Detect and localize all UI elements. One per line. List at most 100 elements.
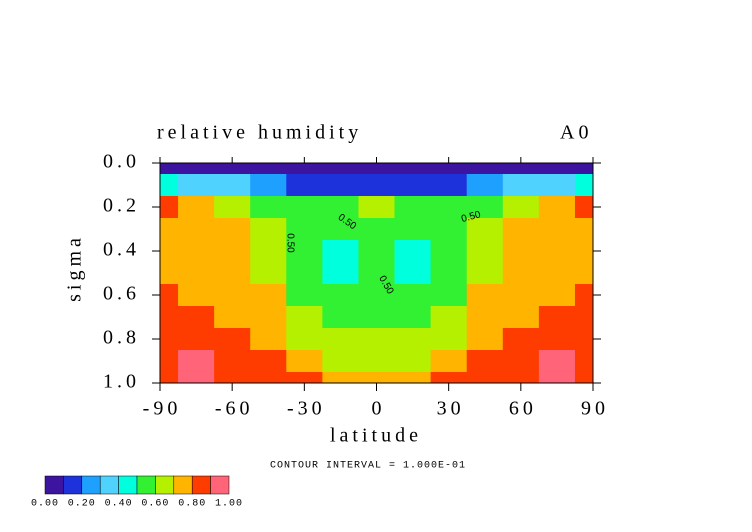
contour-cell	[214, 306, 251, 329]
contour-cell	[574, 328, 593, 351]
colorbar-box	[155, 475, 175, 495]
x-tick-label: 30	[437, 398, 465, 420]
contour-cell	[538, 306, 576, 329]
contour-cell	[394, 306, 432, 329]
contour-cell	[322, 284, 359, 307]
contour-cell	[160, 196, 179, 219]
contour-cell	[160, 163, 179, 175]
contour-cell	[502, 174, 540, 197]
contour-cell	[178, 262, 215, 285]
colorbar-box	[173, 475, 193, 495]
contour-cell	[214, 174, 251, 197]
contour-cell	[214, 163, 251, 175]
contour-cell	[430, 284, 468, 307]
contour-cell	[466, 174, 504, 197]
contour-cell	[322, 218, 359, 241]
contour-cell	[538, 174, 576, 197]
contour-cell	[394, 284, 432, 307]
subtitle: A0	[560, 122, 592, 144]
contour-cell	[466, 240, 504, 263]
contour-label: 0.50	[460, 209, 482, 225]
contour-cell	[502, 284, 540, 307]
contour-field	[160, 163, 593, 383]
x-tick-label: 90	[581, 398, 609, 420]
x-tick-label: -30	[287, 398, 326, 420]
contour-cell	[286, 262, 323, 285]
contour-cell	[466, 328, 504, 351]
contour-cell	[160, 372, 179, 383]
contour-cell	[394, 350, 432, 373]
contour-cell	[160, 174, 179, 197]
contour-cell	[574, 196, 593, 219]
contour-cell	[250, 306, 287, 329]
colorbar-tick-label: 0.00	[31, 499, 59, 510]
contour-cell	[214, 350, 251, 373]
contour-cell	[178, 350, 215, 373]
colorbar-tick-label: 0.60	[141, 499, 169, 510]
contour-cell	[250, 163, 287, 175]
contour-cell	[178, 372, 215, 383]
contour-cell	[286, 350, 323, 373]
colorbar-tick-label: 0.40	[105, 499, 133, 510]
colorbar-box	[118, 475, 138, 495]
contour-cell	[538, 262, 576, 285]
colorbar-tick-label: 1.00	[215, 499, 243, 510]
contour-cell	[466, 163, 504, 175]
contour-cell	[394, 196, 432, 219]
contour-cell	[250, 328, 287, 351]
contour-cell	[358, 350, 396, 373]
contour-cell	[502, 372, 540, 383]
contour-cell	[250, 372, 287, 383]
contour-cell	[502, 240, 540, 263]
contour-cell	[538, 163, 576, 175]
contour-cell	[214, 196, 251, 219]
colorbar-box	[63, 475, 83, 495]
contour-cell	[538, 196, 576, 219]
contour-cell	[358, 306, 396, 329]
contour-cell	[502, 328, 540, 351]
contour-cell	[538, 372, 576, 383]
contour-cell	[502, 350, 540, 373]
y-tick-label: 0.8	[103, 327, 140, 349]
contour-cell	[250, 240, 287, 263]
y-tick-label: 1.0	[103, 371, 140, 393]
contour-cell	[250, 262, 287, 285]
contour-cell	[358, 240, 396, 263]
contour-cell	[322, 262, 359, 285]
contour-cell	[214, 372, 251, 383]
contour-cell	[286, 284, 323, 307]
contour-cell	[574, 174, 593, 197]
contour-label: 0.50	[284, 233, 295, 253]
contour-cell	[394, 328, 432, 351]
contour-cell	[394, 174, 432, 197]
contour-cell	[178, 306, 215, 329]
contour-cell	[286, 328, 323, 351]
contour-cell	[178, 163, 215, 175]
contour-cell	[358, 218, 396, 241]
contour-cell	[574, 350, 593, 373]
contour-cell	[538, 350, 576, 373]
contour-cell	[466, 196, 504, 219]
contour-cell	[160, 350, 179, 373]
contour-cell	[286, 218, 323, 241]
x-axis-label: latitude	[330, 425, 422, 447]
contour-cell	[250, 196, 287, 219]
y-tick-label: 0.0	[103, 151, 140, 173]
contour-cell	[178, 174, 215, 197]
y-tick-label: 0.2	[103, 195, 140, 217]
contour-cell	[430, 174, 468, 197]
colorbar-box	[81, 475, 101, 495]
contour-cell	[574, 262, 593, 285]
contour-cell	[160, 240, 179, 263]
colorbar-tick-label: 0.80	[178, 499, 206, 510]
contour-cell	[160, 262, 179, 285]
contour-cell	[574, 163, 593, 175]
contour-cell	[538, 284, 576, 307]
contour-cell	[466, 218, 504, 241]
contour-cell	[322, 306, 359, 329]
contour-cell	[178, 218, 215, 241]
contour-cell	[286, 163, 323, 175]
contour-cell	[178, 284, 215, 307]
contour-cell	[358, 174, 396, 197]
colorbar-box	[191, 475, 211, 495]
